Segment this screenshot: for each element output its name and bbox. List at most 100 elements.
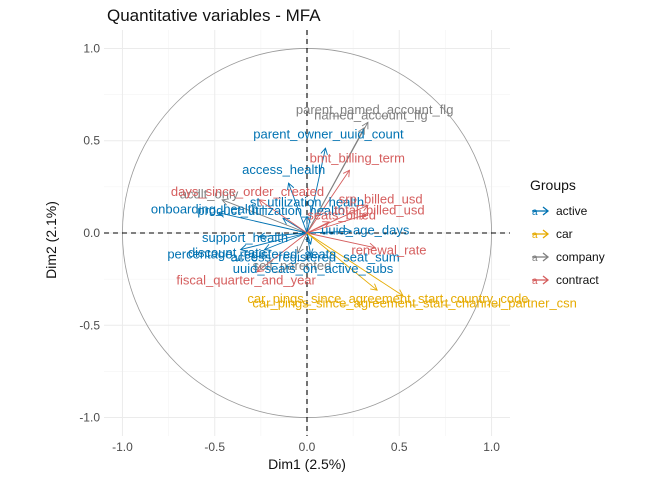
variable-label: seats_billed (307, 208, 376, 223)
variable-arrow-head (320, 147, 328, 155)
legend-key-head (542, 205, 550, 216)
variable-label: fiscal_quarter_and_year (176, 272, 316, 287)
legend-label-contract: contract (556, 272, 599, 287)
variable-label: uuid_age_days (321, 223, 410, 238)
variable-arrow (297, 232, 308, 254)
variable-arrow (306, 127, 365, 234)
variable-arrow-head (322, 221, 330, 228)
variable-arrow-head (221, 198, 230, 206)
variable-arrow (264, 232, 308, 251)
legend-key-car-icon: a (532, 228, 550, 241)
variable-label: car_pings_since_agreement_start_country_… (247, 291, 528, 306)
legend-key-active-icon: a (532, 205, 550, 218)
legend-key-company-icon: a (532, 251, 550, 264)
variable-label: bmt_billing_term (310, 151, 405, 166)
variable-label: renewal_rate (351, 243, 426, 258)
y-axis-title: Dim2 (2.1%) (43, 201, 59, 279)
variable-arrow-head (344, 227, 353, 236)
variable-arrow-head (343, 169, 350, 178)
legend-key-head (542, 228, 550, 239)
variable-label: parent_owner_uuid_count (253, 126, 404, 141)
variable-label: percentage_registered_seats (167, 247, 336, 262)
variable-label: total_billed_usd (334, 202, 424, 217)
y-tick-label: 1.0 (83, 41, 100, 55)
legend-item-active: a active (530, 199, 605, 222)
variable-label: parent_named_account_flg (296, 102, 454, 117)
x-tick-label: -1.0 (112, 440, 133, 454)
variable-arrow-head (305, 237, 313, 245)
legend-label-car: car (556, 226, 573, 241)
variable-arrow-head (258, 199, 267, 207)
variable-label: product_utilization_health (197, 203, 344, 218)
variable-arrow (256, 232, 308, 273)
variable-arrow-head (370, 283, 378, 291)
y-tick-labels: -1.0 -0.5 0.0 0.5 1.0 (79, 41, 100, 424)
x-tick-label: -0.5 (204, 440, 225, 454)
variable-label: named_account_flg (314, 108, 427, 123)
variable-label: discount_rate (188, 245, 266, 260)
variable-label: st_utilization_health (250, 194, 364, 209)
variable-arrow-head (358, 126, 365, 135)
variable-arrow (288, 183, 308, 234)
variable-arrow (258, 232, 308, 238)
variable-label: uuid_seats_on_active_subs (233, 261, 394, 276)
variable-label: car_pings_since_agreement_start_channel_… (252, 295, 577, 310)
legend-title: Groups (530, 177, 576, 193)
x-tick-label: 0.5 (391, 440, 408, 454)
variable-arrows (217, 121, 404, 297)
legend-key-head (542, 274, 550, 285)
variable-arrow-head (296, 246, 304, 255)
variable-arrow (306, 232, 376, 249)
variable-label: self_parented (253, 258, 332, 273)
variable-arrow (306, 232, 378, 291)
variable-arrow (218, 212, 308, 234)
variable-arrow-head (306, 248, 314, 257)
variable-arrow-head (359, 212, 367, 220)
variable-arrow (306, 230, 352, 234)
variable-arrow (306, 221, 330, 234)
y-tick-label: 0.0 (83, 226, 100, 240)
legend-key-letter: a (532, 253, 538, 264)
variable-arrow-head (361, 121, 369, 130)
variable-arrow-head (368, 242, 377, 251)
variable-arrow (221, 199, 308, 234)
x-tick-label: 1.0 (483, 440, 500, 454)
legend-item-contract: a contract (530, 268, 605, 291)
x-axis-title: Dim1 (2.5%) (268, 456, 346, 472)
legend-label-active: active (556, 203, 588, 218)
variable-arrow-head (282, 217, 291, 225)
variable-arrow-head (303, 215, 311, 223)
variable-arrow-head (263, 243, 272, 251)
variable-label: access_health (242, 162, 325, 177)
legend-key-letter: a (532, 207, 538, 218)
variable-label: days_since_order_created (171, 184, 324, 199)
variable-label: onboarding_health (151, 202, 259, 217)
legend-item-car: a car (530, 222, 605, 245)
variable-arrow (240, 232, 308, 251)
chart-title: Quantitative variables - MFA (107, 6, 321, 25)
variable-arrow-head (395, 289, 404, 297)
variable-arrow (306, 148, 326, 234)
variable-label: acdlt_only (180, 187, 239, 202)
variable-arrow-head (287, 182, 295, 191)
x-tick-label: 0.0 (299, 440, 316, 454)
variable-arrow-head (258, 232, 266, 240)
legend-key-letter: a (532, 230, 538, 241)
x-tick-labels: -1.0 -0.5 0.0 0.5 1.0 (112, 440, 500, 454)
variable-arrow (306, 232, 312, 256)
legend-label-company: company (556, 249, 605, 264)
legend-item-company: a company (530, 245, 605, 268)
variable-label: srp_billed_usd (339, 192, 423, 207)
variable-arrow (258, 199, 308, 234)
legend-key-head (542, 251, 550, 262)
legend-key-letter: a (532, 276, 538, 287)
variable-arrow (306, 214, 367, 234)
y-tick-label: -1.0 (79, 411, 100, 425)
legend-key-contract-icon: a (532, 274, 550, 287)
y-tick-label: -0.5 (79, 318, 100, 332)
legend: Groups a active a car a company (530, 177, 605, 291)
y-tick-label: 0.5 (83, 134, 100, 148)
variable-labels: parent_named_account_flgnamed_account_fl… (151, 102, 577, 310)
